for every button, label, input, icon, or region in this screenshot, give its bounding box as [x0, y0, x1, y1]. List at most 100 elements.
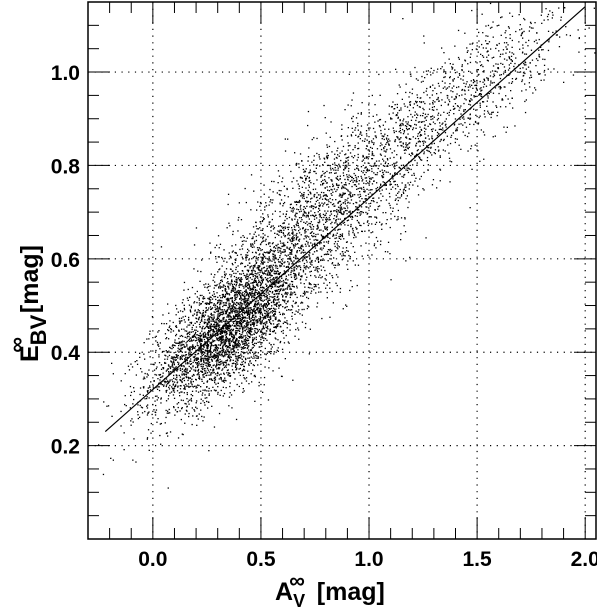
data-point-3159 — [190, 393, 192, 396]
data-point-1299 — [286, 292, 288, 294]
data-point-670 — [267, 252, 269, 254]
data-point-2830 — [249, 313, 251, 315]
data-point-3426 — [215, 304, 217, 306]
data-point-1058 — [209, 349, 211, 351]
data-point-524 — [175, 384, 177, 386]
data-point-393 — [236, 295, 239, 297]
data-point-3836 — [252, 257, 254, 259]
data-point-1685 — [159, 423, 161, 425]
data-point-190 — [246, 320, 248, 322]
data-point-2896 — [181, 344, 183, 346]
data-point-2010 — [240, 278, 242, 280]
data-point-1997 — [233, 350, 235, 353]
data-point-2496 — [295, 275, 297, 277]
data-point-1518 — [247, 338, 249, 340]
data-point-1916 — [245, 289, 247, 291]
data-point-4409 — [368, 153, 370, 155]
data-point-1046 — [171, 345, 173, 347]
data-point-4618 — [279, 225, 282, 227]
data-point-21 — [260, 297, 262, 299]
data-point-2169 — [272, 370, 274, 372]
data-point-697 — [221, 369, 223, 371]
data-point-2208 — [210, 345, 212, 347]
data-point-4556 — [400, 144, 402, 147]
data-point-3633 — [402, 176, 405, 178]
data-point-2858 — [199, 341, 201, 343]
data-point-2376 — [238, 336, 240, 339]
data-point-159 — [192, 356, 195, 358]
data-point-1273 — [194, 345, 197, 348]
data-point-4444 — [282, 226, 285, 229]
data-point-1021 — [278, 307, 280, 309]
data-point-2938 — [243, 339, 245, 341]
data-point-4139 — [387, 141, 389, 143]
data-point-4704 — [333, 215, 336, 217]
data-point-2339 — [256, 332, 258, 334]
data-point-4635 — [268, 267, 270, 269]
data-point-3717 — [271, 285, 273, 287]
data-point-26 — [222, 336, 224, 339]
data-point-2739 — [256, 324, 258, 326]
data-point-1135 — [248, 280, 250, 282]
data-point-1568 — [286, 218, 288, 220]
data-point-2415 — [214, 321, 216, 323]
data-point-728 — [177, 347, 179, 349]
data-point-2466 — [110, 457, 112, 459]
data-point-4430 — [405, 260, 407, 262]
data-point-2132 — [201, 394, 203, 396]
data-point-1890 — [244, 293, 246, 295]
data-point-349 — [217, 352, 219, 354]
data-point-53 — [176, 326, 178, 328]
data-point-994 — [255, 281, 257, 283]
data-point-961 — [246, 281, 248, 284]
data-point-2663 — [269, 280, 272, 283]
data-point-1653 — [225, 380, 227, 382]
data-point-644 — [262, 328, 264, 330]
data-point-4073 — [297, 236, 299, 238]
data-point-4700 — [347, 156, 350, 158]
data-point-4587 — [279, 265, 281, 267]
data-point-4511 — [283, 245, 286, 247]
data-point-616 — [149, 385, 151, 387]
data-point-4788 — [302, 214, 305, 216]
data-point-1993 — [208, 365, 211, 367]
data-point-4657 — [259, 243, 262, 246]
data-point-1327 — [244, 316, 246, 318]
data-point-275 — [181, 381, 183, 384]
data-point-2351 — [262, 261, 264, 263]
data-point-4814 — [397, 192, 399, 194]
data-point-4262 — [193, 244, 196, 246]
data-point-537 — [168, 371, 170, 373]
data-point-4752 — [229, 255, 231, 257]
data-point-3624 — [253, 190, 255, 192]
data-point-4740 — [294, 226, 296, 228]
data-point-3134 — [270, 271, 273, 273]
data-point-2275 — [207, 338, 209, 340]
data-point-4550 — [342, 172, 344, 174]
data-point-1536 — [269, 290, 272, 293]
data-point-3168 — [169, 380, 171, 382]
data-point-1576 — [248, 314, 251, 316]
data-point-577 — [168, 373, 170, 375]
data-point-3905 — [298, 188, 300, 190]
data-point-4793 — [402, 164, 405, 166]
data-point-1654 — [244, 297, 246, 300]
data-point-4854 — [310, 205, 313, 207]
data-point-3606 — [394, 188, 397, 190]
data-point-532 — [268, 273, 270, 276]
data-point-760 — [190, 399, 192, 401]
data-point-2600 — [221, 347, 224, 349]
data-point-1393 — [221, 355, 223, 357]
data-point-422 — [276, 265, 278, 267]
data-point-2555 — [213, 380, 216, 382]
data-point-379 — [238, 293, 241, 296]
data-point-1742 — [206, 343, 209, 345]
data-point-25 — [213, 349, 215, 351]
data-point-313 — [194, 310, 196, 312]
data-point-4462 — [373, 142, 375, 144]
data-point-2065 — [218, 287, 220, 289]
data-point-2053 — [199, 312, 201, 314]
data-point-1423 — [177, 354, 179, 357]
data-point-528 — [294, 313, 296, 315]
data-point-727 — [251, 292, 254, 294]
